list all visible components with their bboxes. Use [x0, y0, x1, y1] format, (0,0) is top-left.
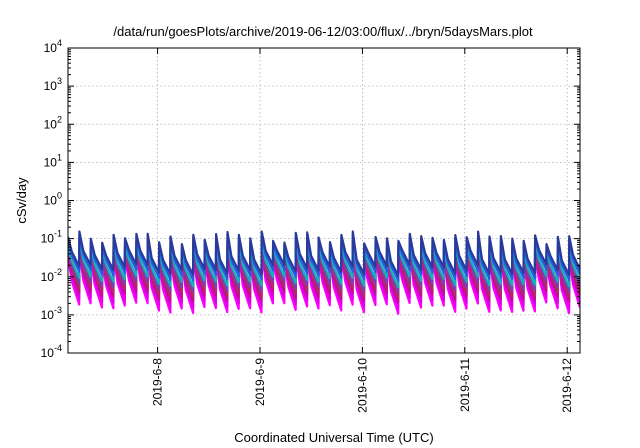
x-tick-label: 2019-6-8	[151, 358, 165, 406]
chart-title: /data/run/goesPlots/archive/2019-06-12/0…	[113, 24, 533, 39]
y-tick-label: 104	[44, 38, 62, 55]
y-tick-label: 10-1	[41, 229, 62, 246]
y-tick-label: 102	[44, 114, 62, 131]
plot-series-group	[68, 230, 580, 315]
x-tick-label: 2019-6-10	[355, 358, 369, 413]
y-tick-label: 101	[44, 152, 62, 169]
x-tick-label: 2019-6-9	[253, 358, 267, 406]
y-tick-label: 103	[44, 76, 62, 93]
y-tick-label: 100	[44, 191, 62, 208]
y-axis-label: cSv/day	[14, 177, 29, 224]
x-tick-label: 2019-6-11	[458, 358, 472, 412]
x-axis-label: Coordinated Universal Time (UTC)	[234, 430, 433, 445]
grid-lines	[68, 48, 580, 353]
y-tick-label: 10-4	[41, 343, 62, 360]
x-tick-label: 2019-6-12	[560, 358, 574, 413]
axis-ticks: 10-4 10-3 10-2 10-1 100 101 102 103 104 2019-6-8 2…	[41, 38, 580, 413]
y-tick-label: 10-2	[41, 267, 62, 284]
y-tick-label: 10-3	[41, 305, 62, 322]
series-line-8	[68, 230, 580, 277]
